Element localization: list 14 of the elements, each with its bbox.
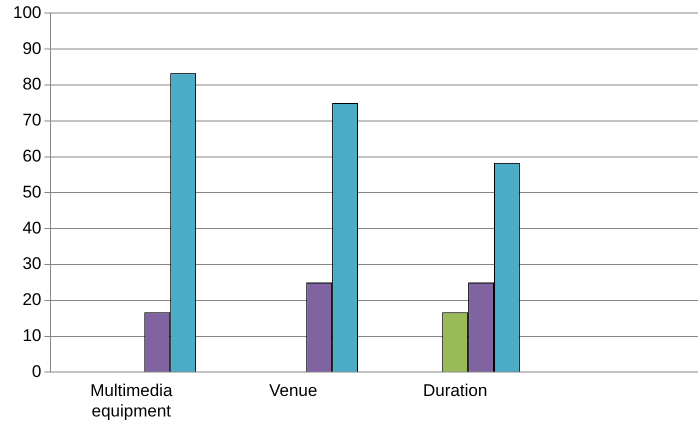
y-tick-label: 50 <box>22 182 42 202</box>
y-tick-label: 10 <box>22 326 42 345</box>
y-tick-label: 20 <box>22 290 42 310</box>
y-tick-label: 0 <box>32 362 42 381</box>
x-tick-label: Venue <box>269 381 318 400</box>
x-tick-label: Multimedia equipment <box>90 381 173 420</box>
y-tick-label: 70 <box>22 110 42 130</box>
y-tick-label: 30 <box>22 254 42 274</box>
y-tick-label: 90 <box>22 38 42 58</box>
y-tick-label: 40 <box>22 218 42 238</box>
y-tick-label: 60 <box>22 146 42 166</box>
y-tick-label: 100 <box>12 2 42 22</box>
y-tick-label: 80 <box>22 74 42 94</box>
x-tick-label: Duration <box>423 381 488 400</box>
